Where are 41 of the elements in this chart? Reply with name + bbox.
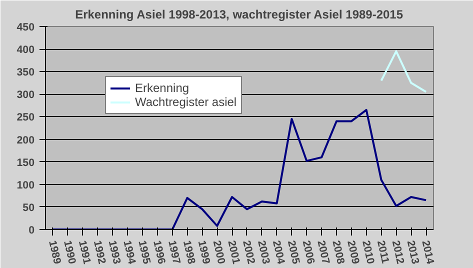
x-tick-label: 1995 — [136, 239, 153, 266]
x-tick-label: 2006 — [300, 239, 317, 266]
x-tick-label: 2002 — [240, 239, 258, 266]
line-series — [52, 108, 428, 230]
x-tick-label: 1998 — [180, 239, 198, 266]
x-tick-label: 2004 — [270, 239, 287, 266]
legend-label: Erkenning — [135, 81, 190, 95]
y-tick-label: 450 — [16, 22, 35, 34]
y-tick-label: 400 — [16, 44, 35, 56]
x-tick-label: 2013 — [404, 239, 422, 266]
y-tick-label: 150 — [16, 156, 35, 169]
y-tick-label: 350 — [16, 66, 35, 79]
x-tick-label: 1994 — [120, 239, 138, 266]
x-tick-label: 1993 — [106, 239, 123, 266]
y-tick-label: 50 — [22, 202, 35, 214]
x-tick-label: 2003 — [255, 239, 272, 266]
line-series — [380, 50, 428, 93]
x-tick-label: 1996 — [150, 239, 168, 266]
x-tick-label: 2011 — [374, 239, 392, 265]
x-tick-label: 2005 — [284, 239, 302, 266]
x-tick-label: 2012 — [389, 239, 406, 266]
x-tick-label: 1992 — [90, 239, 108, 266]
x-tick-label: 2014 — [419, 239, 436, 266]
x-tick-label: 2000 — [210, 239, 228, 266]
x-tick-label: 2010 — [360, 239, 376, 266]
y-tick-label: 300 — [16, 89, 35, 102]
chart-title: Erkenning Asiel 1998-2013, wachtregister Asiel 1989-2015 — [75, 8, 404, 22]
y-tick-label: 100 — [16, 179, 35, 192]
x-tick-label: 1990 — [61, 239, 78, 266]
y-tick-label: 250 — [16, 112, 35, 124]
y-tick-label: 200 — [16, 134, 35, 146]
y-tick-label: 0 — [28, 224, 35, 236]
x-tick-label: 1999 — [195, 239, 212, 266]
x-tick-label: 2009 — [344, 239, 362, 266]
x-tick-label: 2001 — [225, 239, 242, 266]
x-tick-label: 1997 — [166, 239, 182, 266]
legend-label: Wachtregister asiel — [135, 95, 237, 109]
x-tick-label: 1989 — [46, 239, 64, 266]
x-tick-label: 2008 — [330, 239, 347, 266]
x-tick-label: 1991 — [76, 239, 93, 266]
x-tick-label: 2007 — [314, 239, 332, 266]
